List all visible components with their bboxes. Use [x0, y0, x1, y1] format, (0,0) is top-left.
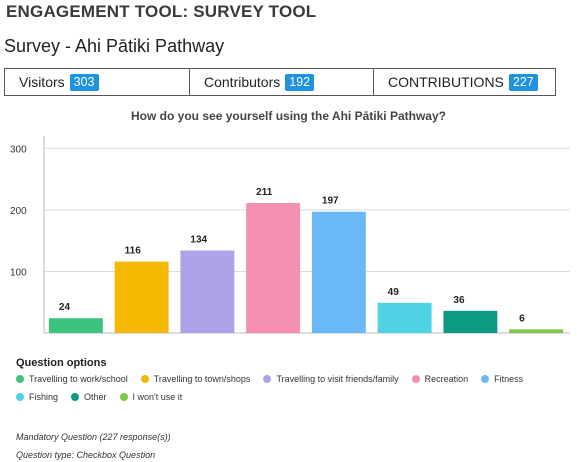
- legend-item: I won't use it: [119, 392, 183, 402]
- stat-badge: 192: [285, 73, 315, 91]
- bar: [443, 310, 498, 333]
- stat-label: Contributors: [204, 74, 281, 90]
- legend-swatch: [411, 375, 420, 383]
- data-label: 116: [125, 246, 142, 257]
- legend-item: Other: [71, 392, 107, 402]
- legend-swatch: [119, 393, 128, 401]
- legend-label: Recreation: [424, 374, 469, 384]
- stats-bar: Visitors 303 Contributors 192 CONTRIBUTI…: [4, 68, 556, 96]
- stat-contributors: Contributors 192: [189, 69, 373, 95]
- data-label: 6: [519, 313, 525, 324]
- legend-label: Travelling to work/school: [29, 374, 128, 384]
- legend-swatch: [16, 393, 24, 401]
- bar: [48, 318, 103, 333]
- legend-label: Other: [84, 392, 107, 402]
- legend-swatch: [71, 393, 80, 401]
- legend-swatch: [481, 375, 490, 383]
- data-label: 134: [190, 235, 207, 246]
- legend-title: Question options: [16, 357, 107, 369]
- data-label: 36: [453, 295, 465, 306]
- legend-item: Recreation: [411, 374, 469, 384]
- y-tick-label: 100: [10, 267, 27, 278]
- mandatory-note: Mandatory Question (227 response(s)): [16, 432, 171, 442]
- stat-badge: 227: [508, 73, 538, 91]
- question-type: Question type: Checkbox Question: [16, 450, 156, 460]
- legend-swatch: [263, 375, 272, 383]
- survey-title: Survey - Ahi Pātiki Pathway: [4, 36, 225, 56]
- legend-item: Travelling to visit friends/family: [263, 374, 399, 384]
- legend-label: Travelling to town/shops: [153, 374, 251, 384]
- bar: [114, 261, 169, 333]
- legend-item: Fitness: [481, 374, 523, 384]
- legend-row: Travelling to work/school Travelling to t…: [16, 371, 576, 387]
- y-tick-label: 200: [10, 206, 27, 217]
- legend-item: Travelling to town/shops: [140, 374, 251, 384]
- y-tick-label: 300: [10, 144, 27, 155]
- data-label: 197: [322, 196, 339, 207]
- bar: [377, 302, 432, 333]
- stat-badge: 303: [69, 73, 99, 91]
- legend-label: Travelling to visit friends/family: [276, 374, 399, 384]
- stat-label: Visitors: [19, 74, 65, 90]
- data-label: 211: [256, 187, 273, 198]
- legend-label: I won't use it: [132, 392, 183, 402]
- data-label: 49: [388, 287, 400, 298]
- stat-label: CONTRIBUTIONS: [388, 74, 504, 90]
- bar: [180, 250, 235, 333]
- chart-title: How do you see yourself using the Ahi Pā…: [131, 109, 446, 123]
- legend: Travelling to work/school Travelling to t…: [16, 371, 576, 407]
- legend-label: Fishing: [29, 392, 59, 402]
- bar-chart: 100 200 300 24 116 134 211 197 49 36 6: [10, 136, 570, 334]
- stat-visitors: Visitors 303: [5, 69, 189, 95]
- legend-item: Travelling to work/school: [16, 374, 128, 384]
- tool-title: ENGAGEMENT TOOL: SURVEY TOOL: [6, 2, 317, 21]
- legend-row: Fishing Other I won't use it: [16, 389, 576, 405]
- bar: [246, 203, 301, 333]
- legend-item: Fishing: [16, 392, 58, 402]
- data-label: 24: [59, 302, 71, 313]
- bar: [509, 329, 564, 333]
- bar: [311, 211, 366, 333]
- legend-swatch: [140, 375, 149, 383]
- stat-contributions: CONTRIBUTIONS 227: [373, 69, 555, 95]
- legend-label: Fitness: [494, 374, 524, 384]
- legend-swatch: [16, 375, 24, 383]
